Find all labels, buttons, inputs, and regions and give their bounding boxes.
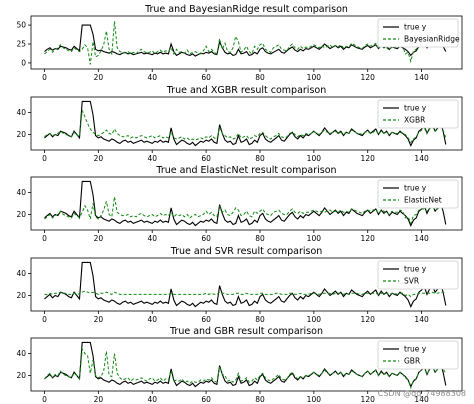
axes-frame xyxy=(30,257,463,312)
x-tick-label: 0 xyxy=(42,395,47,404)
x-tick-label: 20 xyxy=(94,315,104,324)
y-tick-label: 20 xyxy=(16,130,26,139)
x-tick-label: 120 xyxy=(361,395,376,404)
y-tick-label: 40 xyxy=(16,349,26,358)
x-tick-label: 40 xyxy=(147,234,157,243)
legend-label: XGBR xyxy=(404,116,425,125)
chart-title: True and BayesianRidge result comparison xyxy=(144,4,348,15)
axes-frame xyxy=(30,176,463,231)
watermark: CSDN @qq_74988308 xyxy=(377,389,466,398)
x-tick-label: 120 xyxy=(361,154,376,163)
x-tick-label: 100 xyxy=(307,154,322,163)
legend-label: true y xyxy=(404,23,427,32)
y-tick-label: 20 xyxy=(16,291,26,300)
x-tick-label: 140 xyxy=(414,315,429,324)
legend-label: true y xyxy=(404,184,427,193)
x-tick-label: 60 xyxy=(201,315,211,324)
chart-title: True and SVR result comparison xyxy=(170,246,323,257)
x-tick-label: 0 xyxy=(42,73,47,82)
y-tick-label: 20 xyxy=(16,210,26,219)
chart-title: True and ElasticNet result comparison xyxy=(155,165,336,176)
series-line-true-y xyxy=(44,261,447,308)
y-tick-label: 20 xyxy=(16,371,26,380)
chart-panel-4: True and GBR result comparison 0 20 40 60 80 1… xyxy=(16,326,463,404)
x-tick-label: 0 xyxy=(42,154,47,163)
series-line-prediction xyxy=(44,196,447,225)
axes-frame xyxy=(30,337,463,392)
chart-title: True and XGBR result comparison xyxy=(166,85,326,96)
x-tick-label: 120 xyxy=(361,234,376,243)
series-line-prediction xyxy=(44,347,447,390)
x-tick-label: 20 xyxy=(94,395,104,404)
legend-box xyxy=(377,99,459,129)
series-line-prediction xyxy=(44,110,447,144)
x-tick-label: 100 xyxy=(307,73,322,82)
x-tick-label: 20 xyxy=(94,234,104,243)
x-tick-label: 80 xyxy=(255,73,265,82)
x-tick-label: 80 xyxy=(255,234,265,243)
axes-frame xyxy=(30,15,463,70)
chart-panel-1: True and XGBR result comparison 0 20 40 60 80… xyxy=(16,85,463,163)
x-tick-label: 20 xyxy=(94,154,104,163)
x-tick-label: 40 xyxy=(147,395,157,404)
legend-label: SVR xyxy=(404,277,419,286)
y-tick-label: 40 xyxy=(16,108,26,117)
x-tick-label: 80 xyxy=(255,154,265,163)
y-tick-label: 40 xyxy=(16,188,26,197)
legend-box xyxy=(377,260,459,290)
y-tick-label: 0 xyxy=(21,59,26,68)
axes-frame xyxy=(30,96,463,151)
x-tick-label: 20 xyxy=(94,73,104,82)
legend-label: true y xyxy=(404,265,427,274)
x-tick-label: 100 xyxy=(307,315,322,324)
series-line-true-y xyxy=(44,180,447,227)
x-tick-label: 80 xyxy=(255,395,265,404)
series-line-true-y xyxy=(44,341,447,388)
legend-box xyxy=(377,18,459,48)
x-tick-label: 120 xyxy=(361,315,376,324)
x-tick-label: 140 xyxy=(414,154,429,163)
x-tick-label: 120 xyxy=(361,73,376,82)
series-line-prediction xyxy=(44,290,446,298)
x-tick-label: 0 xyxy=(42,315,47,324)
chart-title: True and GBR result comparison xyxy=(169,326,323,337)
y-tick-label: 50 xyxy=(16,21,26,30)
x-tick-label: 40 xyxy=(147,154,157,163)
x-tick-label: 60 xyxy=(201,395,211,404)
x-tick-label: 60 xyxy=(201,154,211,163)
legend-label: true y xyxy=(404,104,427,113)
chart-panel-2: True and ElasticNet result comparison 0 20… xyxy=(16,165,463,243)
legend-label: ElasticNet xyxy=(404,196,442,205)
legend-label: BayesianRidge xyxy=(404,35,460,44)
x-tick-label: 40 xyxy=(147,73,157,82)
x-tick-label: 80 xyxy=(255,315,265,324)
y-tick-label: 25 xyxy=(16,40,26,49)
x-tick-label: 100 xyxy=(307,395,322,404)
legend-label: GBR xyxy=(404,357,420,366)
legend-box xyxy=(377,340,459,370)
chart-panel-0: True and BayesianRidge result comparison… xyxy=(16,4,463,82)
x-tick-label: 100 xyxy=(307,234,322,243)
x-tick-label: 40 xyxy=(147,315,157,324)
legend-box xyxy=(377,179,459,209)
chart-panel-3: True and SVR result comparison 0 20 40 60 80 1… xyxy=(16,246,463,324)
x-tick-label: 140 xyxy=(414,395,429,404)
x-tick-label: 60 xyxy=(201,73,211,82)
x-tick-label: 0 xyxy=(42,234,47,243)
x-tick-label: 140 xyxy=(414,73,429,82)
series-line-prediction xyxy=(44,21,447,65)
y-tick-label: 40 xyxy=(16,269,26,278)
x-tick-label: 140 xyxy=(414,234,429,243)
legend-label: true y xyxy=(404,345,427,354)
x-tick-label: 60 xyxy=(201,234,211,243)
